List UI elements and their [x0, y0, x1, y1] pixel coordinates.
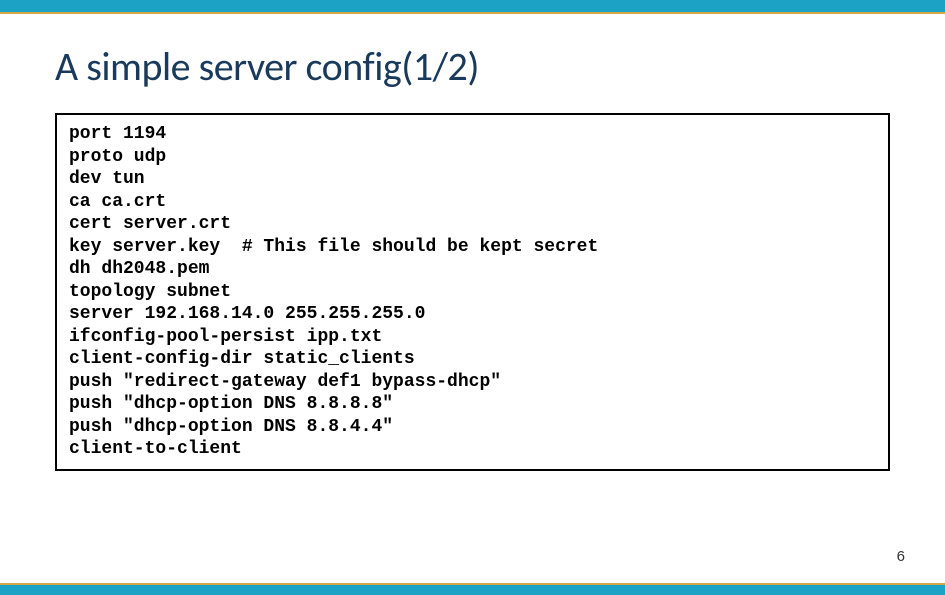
code-line: push "dhcp-option DNS 8.8.4.4" — [69, 416, 876, 439]
code-line: push "redirect-gateway def1 bypass-dhcp" — [69, 371, 876, 394]
page-number: 6 — [897, 548, 905, 565]
code-line: ifconfig-pool-persist ipp.txt — [69, 326, 876, 349]
code-line: dh dh2048.pem — [69, 258, 876, 281]
code-line: client-to-client — [69, 438, 876, 461]
code-line: client-config-dir static_clients — [69, 348, 876, 371]
code-line: topology subnet — [69, 281, 876, 304]
slide-content: A simple server config(1/2) port 1194 pr… — [0, 14, 945, 471]
code-line: dev tun — [69, 168, 876, 191]
code-block: port 1194 proto udp dev tun ca ca.crt ce… — [55, 113, 890, 471]
code-line: cert server.crt — [69, 213, 876, 236]
top-accent-bar — [0, 0, 945, 14]
code-line: proto udp — [69, 146, 876, 169]
code-line: server 192.168.14.0 255.255.255.0 — [69, 303, 876, 326]
code-line: ca ca.crt — [69, 191, 876, 214]
slide-title: A simple server config(1/2) — [55, 42, 890, 91]
bottom-accent-bar — [0, 583, 945, 595]
code-line: port 1194 — [69, 123, 876, 146]
code-line: push "dhcp-option DNS 8.8.8.8" — [69, 393, 876, 416]
code-line: key server.key # This file should be kep… — [69, 236, 876, 259]
